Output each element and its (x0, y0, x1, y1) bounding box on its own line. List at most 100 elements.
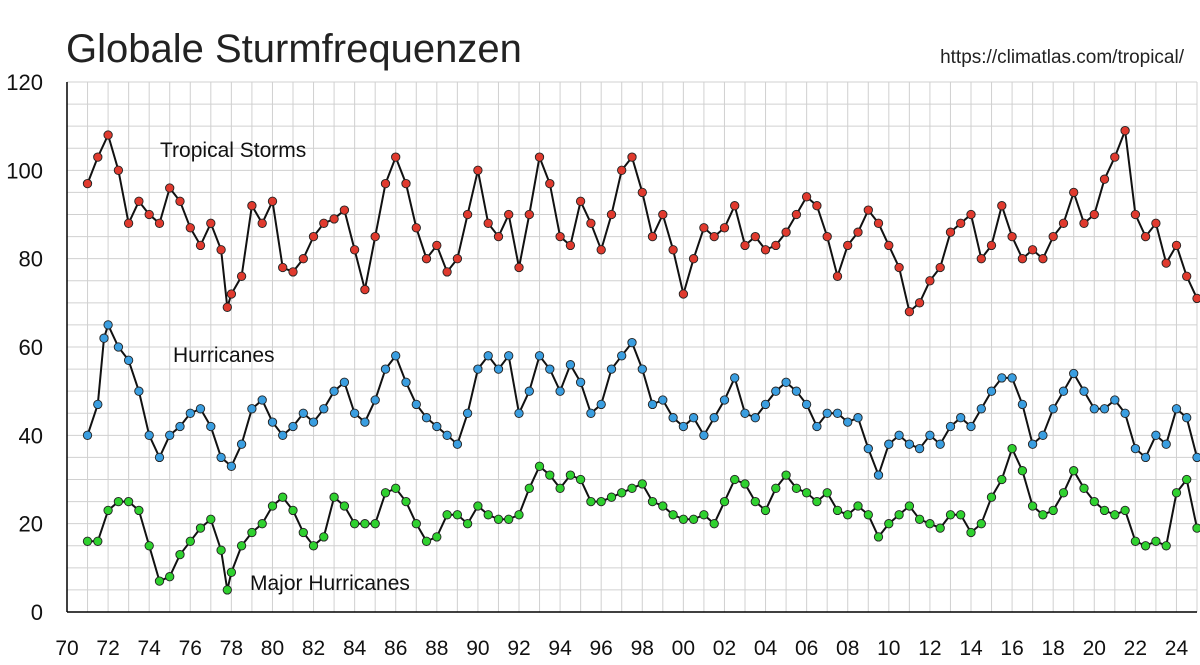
data-point (822, 488, 832, 498)
data-point (709, 231, 719, 242)
data-point (843, 510, 853, 520)
data-point (832, 505, 843, 516)
series-label: Major Hurricanes (250, 572, 410, 595)
data-point (339, 501, 350, 511)
data-point (236, 439, 247, 449)
data-point (360, 284, 370, 295)
data-point (1069, 466, 1079, 476)
data-point (914, 514, 925, 524)
series-labels: Tropical Storms Hurricanes Major Hurricane… (160, 139, 410, 595)
x-tick-label: 80 (261, 637, 284, 660)
data-point (411, 519, 421, 529)
x-tick-label: 84 (343, 637, 367, 660)
y-tick-label: 80 (19, 247, 43, 272)
data-point (545, 364, 555, 374)
data-point (801, 488, 812, 498)
data-point (195, 523, 206, 533)
data-point (473, 364, 483, 374)
data-point (637, 479, 647, 489)
data-point (514, 408, 524, 418)
chart-title: Globale Sturmfrequenzen (66, 27, 522, 71)
data-point (555, 231, 565, 242)
data-point (606, 209, 617, 220)
y-tick-label: 40 (19, 423, 43, 448)
x-tick-label: 16 (1000, 637, 1023, 660)
data-point (647, 496, 658, 507)
data-point (288, 421, 298, 432)
data-point (668, 413, 678, 423)
x-tick-label: 70 (55, 637, 78, 660)
data-point (627, 483, 637, 493)
data-point (165, 572, 175, 582)
data-point (432, 532, 442, 542)
data-point (1151, 218, 1161, 228)
data-point (1120, 408, 1130, 418)
data-point (391, 351, 401, 361)
data-point (997, 373, 1007, 383)
series-label: Tropical Storms (160, 139, 306, 162)
data-point (1027, 439, 1038, 449)
data-point (925, 430, 935, 440)
data-point (750, 231, 760, 242)
data-point (82, 536, 93, 546)
data-point (997, 474, 1007, 485)
data-point (534, 351, 545, 361)
data-point (339, 377, 350, 387)
data-point (709, 519, 719, 529)
data-point (873, 470, 884, 480)
x-tick-label: 10 (877, 637, 900, 660)
data-point (1182, 474, 1192, 485)
data-point (586, 408, 596, 418)
data-point (617, 488, 627, 498)
data-point (421, 254, 432, 264)
data-point (401, 496, 411, 507)
x-tick-label: 18 (1042, 637, 1065, 660)
data-point (278, 262, 288, 273)
data-point (319, 532, 329, 542)
data-point (750, 496, 760, 507)
series-major-hurricanes (82, 443, 1200, 595)
data-point (1161, 439, 1171, 449)
data-point (267, 501, 278, 511)
data-point (565, 360, 576, 370)
x-tick-label: 00 (672, 637, 695, 660)
x-tick-label: 86 (384, 637, 407, 660)
data-point (719, 496, 730, 507)
data-point (339, 205, 350, 215)
data-point (175, 549, 185, 560)
x-tick-label: 24 (1165, 637, 1189, 660)
data-point (894, 510, 904, 520)
data-point (853, 501, 863, 511)
data-point (1151, 536, 1161, 546)
data-point (308, 541, 319, 551)
data-point (360, 519, 370, 529)
data-point (514, 262, 524, 273)
data-point (1110, 395, 1120, 405)
data-point (504, 209, 514, 220)
x-tick-label: 14 (959, 637, 983, 660)
data-point (730, 201, 740, 211)
data-point (144, 209, 154, 220)
data-point (103, 505, 113, 516)
data-point (1079, 483, 1089, 493)
data-point (586, 218, 596, 228)
data-point (740, 479, 750, 489)
data-point (781, 470, 791, 480)
data-point (288, 505, 298, 516)
data-point (473, 501, 483, 511)
data-point (1130, 443, 1141, 454)
data-point (1140, 231, 1151, 242)
data-point (668, 245, 678, 255)
data-point (997, 201, 1007, 211)
data-point (1130, 209, 1141, 220)
y-tick-label: 20 (19, 512, 43, 537)
data-point (329, 386, 339, 396)
data-point (1110, 510, 1120, 520)
data-point (154, 218, 165, 228)
data-point (565, 240, 576, 251)
data-point (791, 386, 802, 396)
data-point (801, 399, 812, 410)
data-point (452, 510, 463, 520)
data-point (319, 218, 329, 228)
data-point (1171, 488, 1182, 498)
